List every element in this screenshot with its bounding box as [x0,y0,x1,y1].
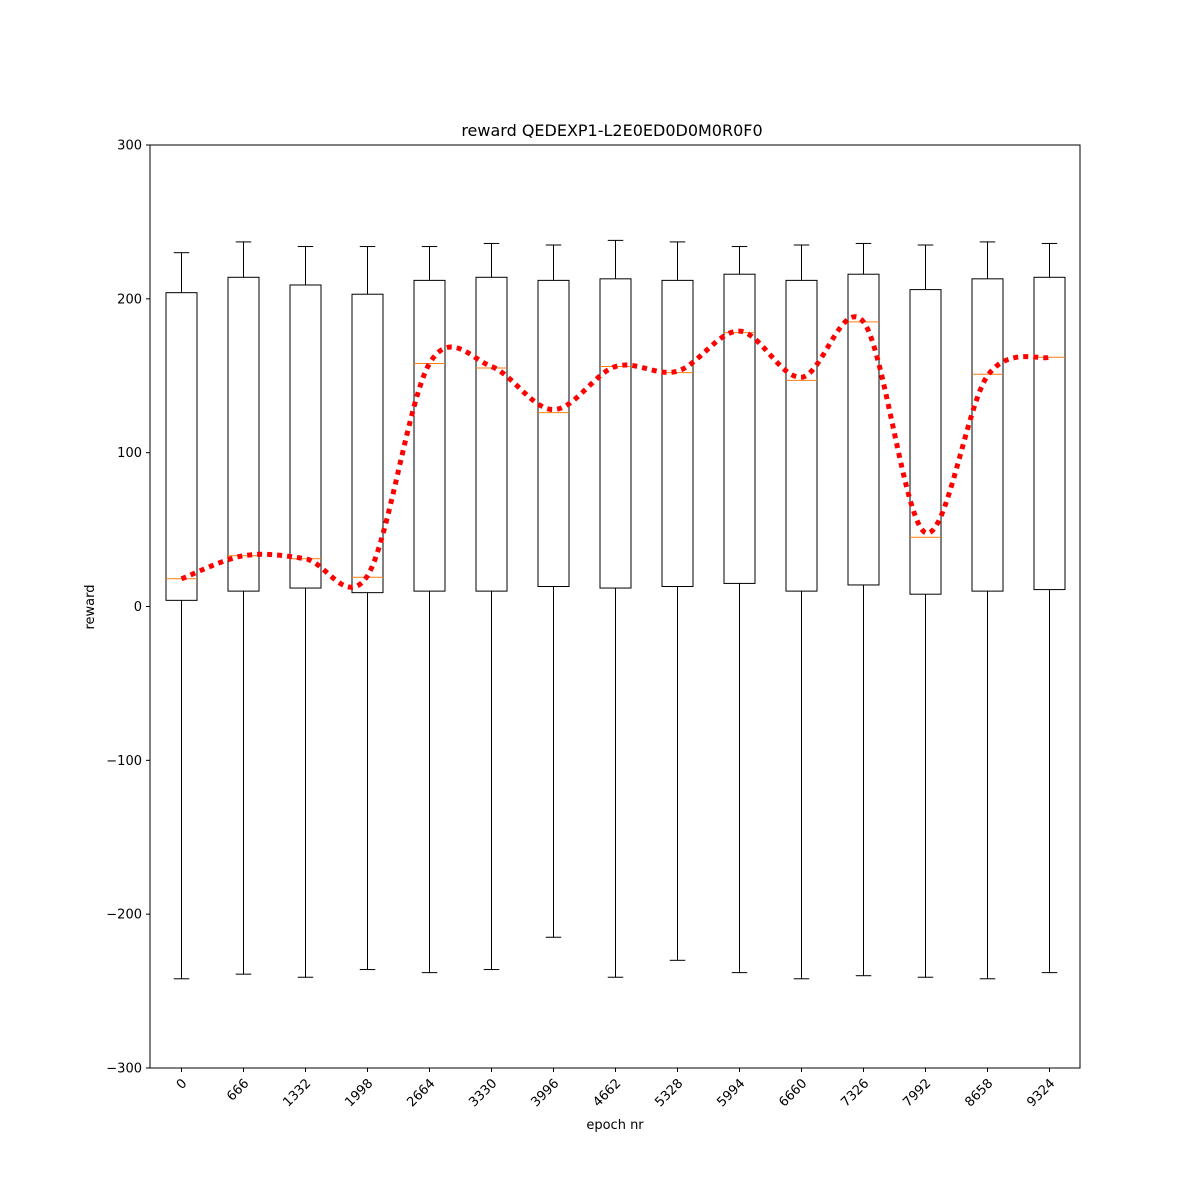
y-axis-label: reward [83,584,98,629]
box-iqr [723,273,756,584]
x-axis: 0 666 1332 1998 2664 3330 3996 4662 5328 5994 6660… [174,1068,1058,1110]
box-4662 [599,239,632,978]
box-iqr [227,276,260,592]
x-tick-label: 2664 [404,1076,438,1110]
x-tick-label: 3330 [466,1076,500,1110]
box-5994 [723,246,756,974]
box-iqr [1033,276,1066,591]
x-tick-label: 4662 [590,1076,624,1110]
box-iqr [909,289,942,595]
x-tick-label: 6660 [776,1076,810,1110]
box-iqr [971,278,1004,592]
box-2664 [413,246,446,974]
y-tick-label: −300 [106,1062,142,1077]
box-iqr [165,292,198,601]
x-axis-label: epoch nr [586,1118,644,1133]
box-666 [227,241,260,975]
mean-line-layer [180,314,1051,590]
box-iqr [413,279,446,592]
box-iqr [661,279,694,588]
box-iqr [599,278,632,589]
box-3330 [475,242,508,971]
box-9324 [1033,242,1066,974]
box-0 [165,252,198,980]
y-tick-label: 200 [117,292,142,307]
box-8658 [971,241,1004,980]
x-tick-label: 0 [174,1076,190,1092]
box-1332 [289,246,322,978]
x-tick-label: 5994 [714,1076,748,1110]
y-tick-label: 100 [117,446,142,461]
y-tick-label: 300 [117,139,142,154]
box-iqr [351,293,384,594]
x-tick-label: 8658 [962,1076,996,1110]
boxes-layer [165,239,1066,980]
x-tick-label: 1998 [342,1076,376,1110]
y-tick-label: −100 [106,754,142,769]
mean-line [180,314,1051,590]
x-tick-label: 666 [224,1076,252,1104]
x-tick-label: 5328 [652,1076,686,1110]
x-tick-label: 1332 [280,1076,314,1110]
box-1998 [351,246,384,971]
y-tick-label: −200 [106,908,142,923]
box-7326 [847,242,880,977]
box-7992 [909,244,942,978]
box-5328 [661,241,694,961]
box-iqr [537,279,570,588]
y-tick-label: 0 [134,600,142,615]
box-iqr [475,276,508,592]
chart-title: reward QEDEXP1-L2E0ED0D0M0R0F0 [461,121,762,140]
x-tick-label: 7992 [900,1076,934,1110]
box-iqr [289,284,322,589]
box-3996 [537,244,570,938]
box-6660 [785,244,818,980]
box-iqr [847,273,880,586]
y-axis: −300 −200 −100 0 100 200 300 [106,139,150,1077]
x-tick-label: 7326 [838,1076,872,1110]
x-tick-label: 9324 [1024,1076,1058,1110]
x-tick-label: 3996 [528,1076,562,1110]
box-iqr [785,279,818,592]
